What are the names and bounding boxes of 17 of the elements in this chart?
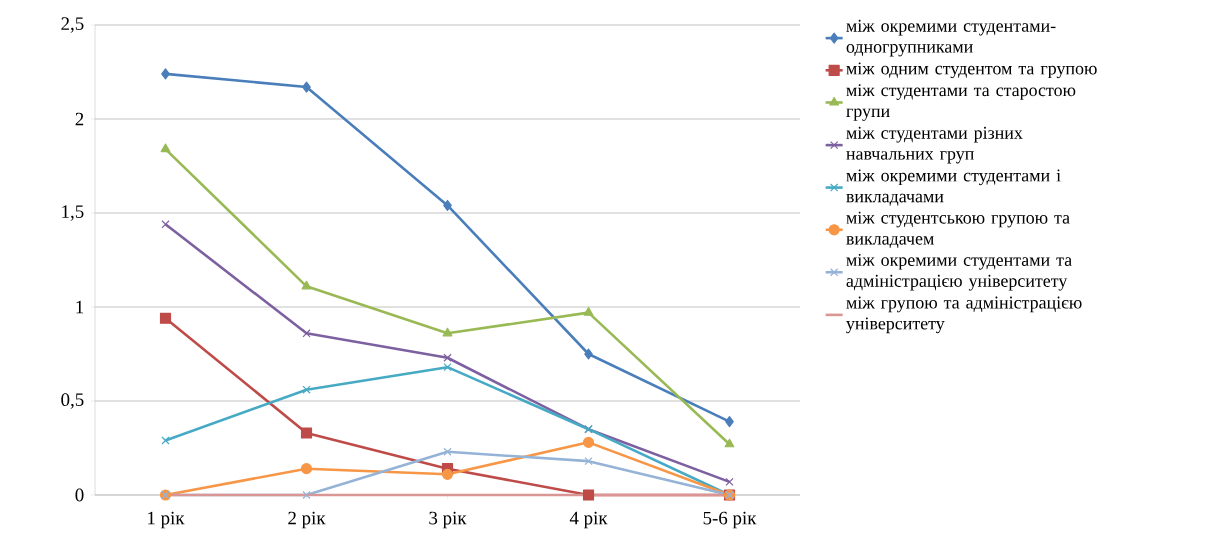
x-tick-label: 2 рік xyxy=(288,511,326,529)
y-tick-label: 1,5 xyxy=(62,205,84,221)
legend-label: між студентською групою та викладачем xyxy=(846,211,1070,248)
x-tick-label: 5-6 рік xyxy=(703,511,757,529)
x-tick-label: 1 рік xyxy=(148,511,185,529)
legend-label: між групою та адміністрацією університету xyxy=(846,296,1082,334)
legend-label: між окремими студентами-одногрупниками xyxy=(846,19,1056,57)
y-tick-label: 2,5 xyxy=(61,17,84,33)
legend-label: між студентами різних навчальних груп xyxy=(846,126,1023,164)
legend-label: між одним студентом та групою xyxy=(846,62,1097,79)
legend-label: між окремими студентами і викладачами xyxy=(846,169,1061,206)
y-tick-label: 1 xyxy=(76,300,84,314)
y-tick-label: 2 xyxy=(75,112,84,126)
y-tick-label: 0,5 xyxy=(61,393,84,409)
y-tick-label: 0 xyxy=(75,488,84,502)
x-tick-label: 4 рік xyxy=(569,511,608,529)
x-tick-label: 3 рік xyxy=(429,511,467,529)
